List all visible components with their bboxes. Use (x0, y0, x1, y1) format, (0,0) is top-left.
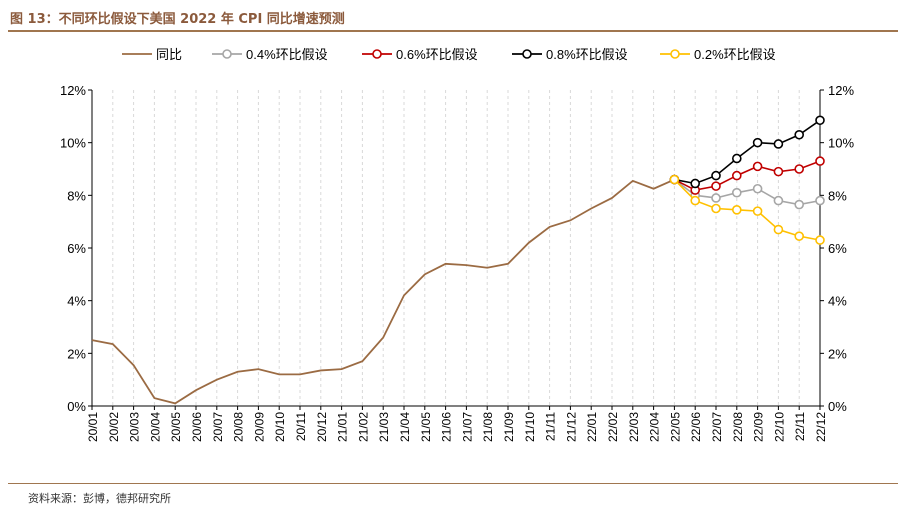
series-point-s04 (794, 199, 805, 210)
x-tick-label: 22/06 (689, 412, 703, 442)
x-tick-label: 21/07 (460, 412, 474, 442)
figure-title: 图 13：不同环比假设下美国 2022 年 CPI 同比增速预测 (10, 12, 345, 27)
x-tick-label: 20/11 (294, 412, 308, 441)
y-tick-label-right: 0% (828, 399, 847, 414)
legend-label-s06: 0.6%环比假设 (396, 47, 478, 62)
series-point-s02 (690, 195, 701, 206)
x-tick-label: 22/03 (627, 412, 641, 442)
legend-marker-s04 (222, 49, 232, 59)
series-point-s06 (711, 181, 721, 191)
y-tick-label-right: 12% (828, 83, 854, 98)
chart-legend: 同比 0.4%环比假设 0.6%环比假设 0.8%环比假设 0.2%环比假设 (122, 47, 776, 62)
series-point-s08 (752, 137, 763, 148)
x-tick-label: 20/08 (232, 412, 246, 442)
series-point-s02 (711, 203, 721, 214)
x-tick-label: 22/02 (606, 412, 620, 442)
series-lines (91, 115, 825, 405)
legend-label-s02: 0.2%环比假设 (694, 47, 776, 62)
y-tick-label-left: 4% (67, 294, 86, 309)
series-point-s02 (731, 205, 742, 215)
series-point-s08 (794, 129, 805, 140)
series-point-s02 (669, 174, 680, 185)
series-point-s08 (731, 153, 742, 164)
x-tick-label: 21/10 (523, 412, 537, 442)
x-tick-label: 20/03 (128, 412, 142, 442)
chart-axes: 0% 0% 2% 2% 4% 4% 6% 6% 8% 8% 10% 10% 12% 12% 20/01 20/… (60, 83, 854, 442)
x-tick-label: 22/04 (648, 412, 662, 442)
x-tick-label: 20/12 (315, 412, 329, 442)
series-point-s04 (773, 195, 784, 206)
series-point-s02 (773, 224, 784, 235)
legend-marker-s06 (372, 49, 382, 59)
x-tick-label: 20/04 (148, 412, 162, 442)
y-tick-label-left: 12% (60, 83, 86, 98)
series-line-s08 (674, 119, 821, 185)
x-tick-label: 22/09 (752, 412, 766, 442)
y-tick-label-right: 10% (828, 136, 854, 151)
x-tick-label: 21/03 (377, 412, 391, 442)
x-tick-label: 22/12 (814, 412, 828, 442)
series-point-s04 (752, 183, 763, 194)
series-point-s06 (794, 164, 805, 174)
x-tick-label: 22/05 (668, 412, 682, 442)
x-tick-label: 21/01 (336, 412, 350, 442)
y-tick-label-right: 8% (828, 188, 847, 203)
y-tick-label-right: 2% (828, 346, 847, 361)
series-point-s02 (815, 235, 825, 245)
legend-marker-s08 (522, 49, 532, 59)
y-tick-label-left: 2% (67, 346, 86, 361)
y-tick-label-left: 6% (67, 241, 86, 256)
y-tick-label-left: 10% (60, 136, 86, 151)
x-tick-label: 20/01 (86, 412, 100, 442)
x-tick-label: 21/02 (356, 412, 370, 442)
series-point-s06 (773, 166, 784, 177)
x-tick-label: 21/06 (440, 412, 454, 442)
x-tick-label: 21/11 (544, 412, 558, 441)
x-tick-label: 22/08 (731, 412, 745, 442)
series-point-s04 (731, 187, 742, 198)
source-note: 资料来源：彭博，德邦研究所 (28, 492, 171, 505)
y-tick-label-left: 8% (67, 188, 86, 203)
series-point-s06 (752, 161, 763, 172)
series-point-s08 (690, 178, 701, 189)
series-line-actual (91, 178, 675, 405)
x-tick-label: 20/06 (190, 412, 204, 442)
series-point-s08 (711, 170, 721, 181)
x-tick-label: 21/04 (398, 412, 412, 442)
x-tick-label: 22/10 (772, 412, 786, 442)
legend-marker-s02 (670, 49, 680, 59)
gridlines (91, 90, 821, 406)
x-tick-label: 21/09 (502, 412, 516, 442)
x-tick-label: 20/02 (107, 412, 121, 442)
x-tick-label: 21/08 (481, 412, 495, 442)
series-point-s08 (773, 139, 784, 149)
x-tick-label: 22/01 (585, 412, 599, 442)
series-point-s04 (815, 195, 825, 206)
y-tick-label-right: 4% (828, 294, 847, 309)
y-tick-label-right: 6% (828, 241, 847, 256)
legend-label-s04: 0.4%环比假设 (246, 47, 328, 62)
x-tick-label: 22/11 (793, 412, 807, 441)
series-point-s04 (711, 193, 721, 203)
series-point-s08 (815, 115, 825, 126)
y-tick-label-left: 0% (67, 399, 86, 414)
x-tick-label: 20/09 (252, 412, 266, 442)
bottom-rule (8, 483, 898, 484)
x-tick-label: 20/10 (273, 412, 287, 442)
x-tick-label: 20/05 (169, 412, 183, 442)
x-tick-label: 20/07 (211, 412, 225, 442)
top-rule (8, 30, 898, 32)
series-point-s02 (794, 231, 805, 241)
series-point-s06 (815, 156, 825, 166)
x-tick-label: 21/12 (564, 412, 578, 442)
series-point-s06 (731, 170, 742, 181)
legend-label-s08: 0.8%环比假设 (546, 47, 628, 62)
series-point-s02 (752, 206, 763, 216)
legend-label-actual: 同比 (156, 47, 182, 62)
x-tick-label: 21/05 (419, 412, 433, 442)
x-tick-label: 22/07 (710, 412, 724, 442)
